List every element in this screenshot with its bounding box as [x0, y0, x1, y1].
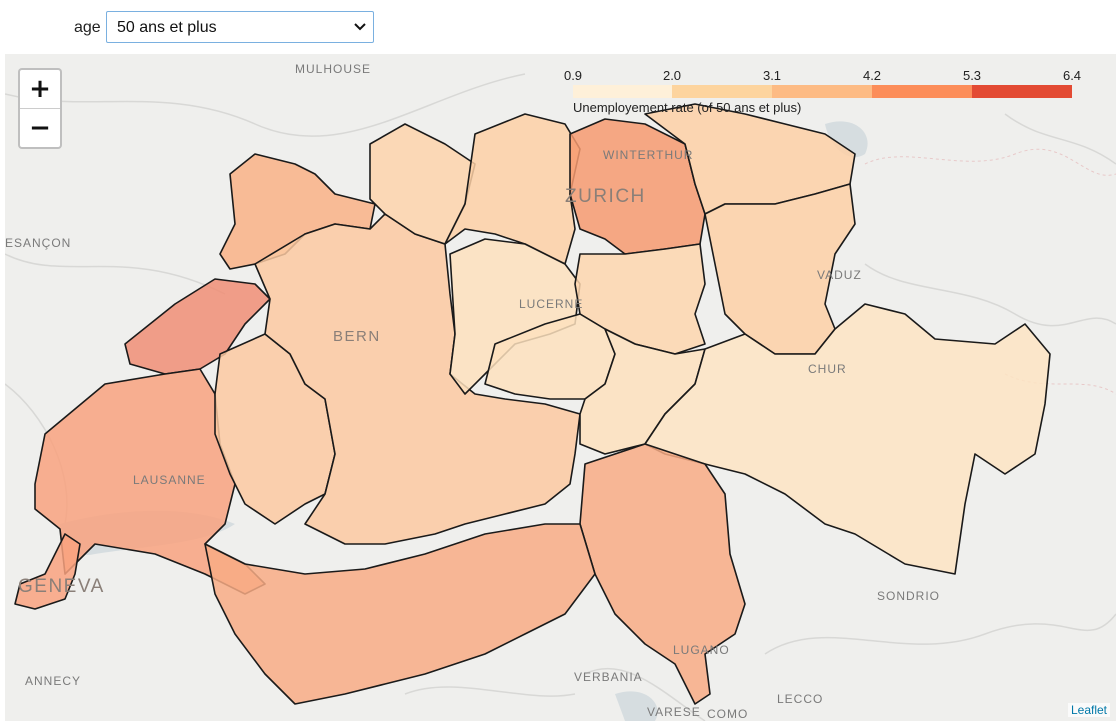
- choropleth-map[interactable]: MULHOUSE ESANÇON WINTERTHUR ZURICH VADUZ…: [5, 54, 1116, 721]
- legend-tick: 2.0: [662, 68, 682, 83]
- zoom-out-button[interactable]: −: [29, 113, 51, 143]
- city-label: ZURICH: [565, 186, 646, 207]
- legend-tick: 4.2: [862, 68, 882, 83]
- legend-swatch: [972, 85, 1072, 98]
- zoom-control: + −: [18, 68, 62, 149]
- legend-swatch: [772, 85, 872, 98]
- city-label: GENEVA: [18, 576, 105, 597]
- age-select[interactable]: 50 ans et plus: [106, 11, 374, 43]
- city-label: LECCO: [777, 692, 824, 706]
- legend-caption: Unemployement rate (of 50 ans et plus): [573, 100, 802, 115]
- city-label: MULHOUSE: [295, 62, 372, 76]
- city-label: CHUR: [808, 362, 847, 376]
- controls-bar: age 50 ans et plus: [0, 0, 1118, 54]
- city-label: COMO: [707, 707, 749, 721]
- map-base-layer: [5, 73, 1116, 721]
- city-label: SONDRIO: [877, 589, 941, 603]
- city-label: BERN: [333, 328, 381, 345]
- leaflet-attribution-link[interactable]: Leaflet: [1067, 703, 1110, 717]
- legend-tick: 0.9: [563, 68, 583, 83]
- chevron-down-icon: [354, 23, 366, 31]
- legend-swatch: [672, 85, 772, 98]
- legend-tick: 6.4: [1062, 68, 1082, 83]
- city-label: LAUSANNE: [133, 473, 206, 487]
- age-label: age: [74, 19, 101, 36]
- city-label: VADUZ: [817, 268, 862, 282]
- legend-swatch: [573, 85, 672, 98]
- color-legend: 0.9 2.0 3.1 4.2 5.3 6.4 Unemployement ra…: [564, 68, 1081, 120]
- zoom-in-button[interactable]: +: [20, 70, 60, 109]
- age-select-value: 50 ans et plus: [117, 19, 217, 36]
- legend-tick: 5.3: [962, 68, 982, 83]
- city-label: ANNECY: [25, 674, 82, 688]
- legend-tick: 3.1: [762, 68, 782, 83]
- city-label: LUCERNE: [519, 297, 584, 311]
- city-label: WINTERTHUR: [603, 148, 694, 162]
- city-label: VARESE: [647, 705, 701, 719]
- city-label: LUGANO: [673, 643, 730, 657]
- legend-swatch: [872, 85, 972, 98]
- city-label: ESANÇON: [5, 236, 72, 250]
- city-label: VERBANIA: [574, 670, 643, 684]
